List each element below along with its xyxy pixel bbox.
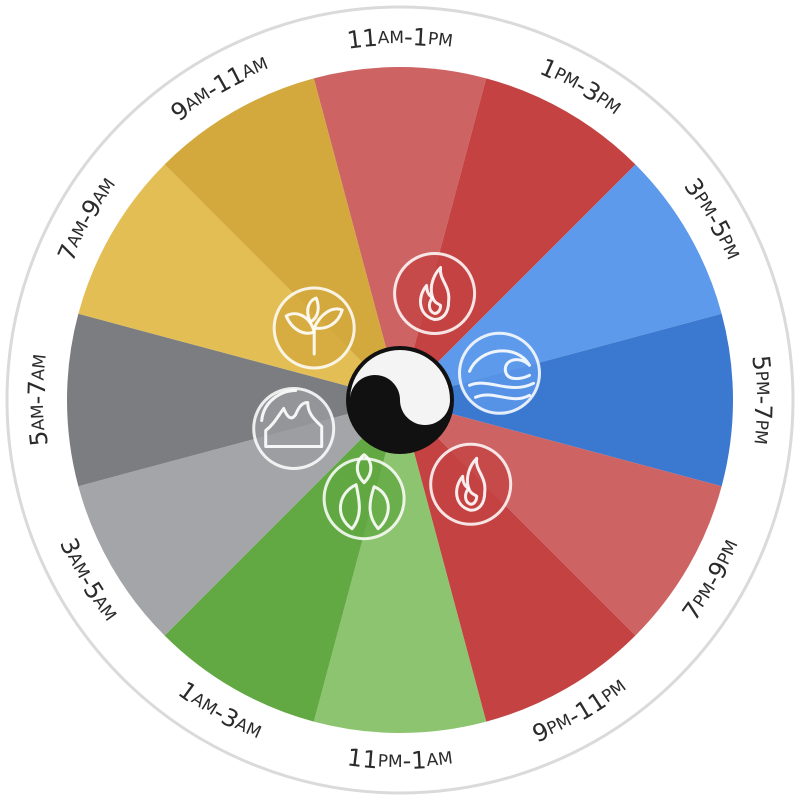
segment-11pm-1am <box>313 400 487 733</box>
segment-5am-7am <box>67 313 401 487</box>
time-label: 11PM-1AM <box>346 743 454 775</box>
metal-icon <box>252 387 336 470</box>
leaves-icon <box>322 453 406 541</box>
yin-yang-icon <box>346 346 454 454</box>
sprout-icon <box>272 286 356 370</box>
water-icon <box>458 331 541 415</box>
segment-5pm-7pm <box>400 313 733 487</box>
fire-icon <box>429 442 513 526</box>
element-emblems <box>252 252 541 541</box>
fire-icon <box>393 252 477 335</box>
time-label: 5AM-7AM <box>23 353 54 447</box>
time-label: 5 PM -7 PM <box>746 354 777 445</box>
segment-11am-1pm <box>313 67 487 400</box>
time-label: 11AM-1PM <box>345 23 454 55</box>
time-label: 1PM-3PM <box>536 53 624 119</box>
